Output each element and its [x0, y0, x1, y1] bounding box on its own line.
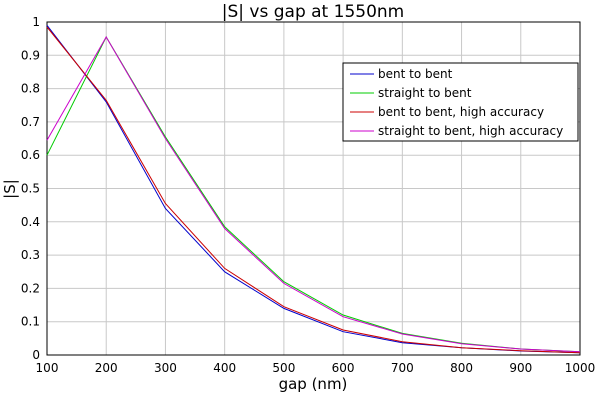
tick-labels: 100 200 300 400 500 600 700 800 900 1000 0 0.1 0.2 0.… — [21, 15, 595, 375]
y-tick-label: 0.5 — [21, 182, 40, 196]
x-tick-label: 900 — [509, 361, 532, 375]
series-line-4 — [46, 36, 581, 353]
legend-label: bent to bent, high accuracy — [378, 105, 544, 119]
x-tick-label: 800 — [450, 361, 473, 375]
series-layer — [46, 24, 581, 354]
legend-box — [342, 62, 579, 142]
legend-label: straight to bent, high accuracy — [378, 124, 563, 138]
y-tick-label: 0.2 — [21, 281, 40, 295]
legend: bent to bent straight to bent bent to bent… — [342, 62, 579, 142]
y-tick-label: 0.9 — [21, 48, 40, 62]
x-tick-label: 700 — [391, 361, 414, 375]
y-tick-label: 0.8 — [21, 82, 40, 96]
y-tick-label: 1 — [32, 15, 40, 29]
x-tick-label: 600 — [332, 361, 355, 375]
x-tick-label: 300 — [154, 361, 177, 375]
x-axis-label: gap (nm) — [279, 375, 348, 393]
x-tick-label: 400 — [213, 361, 236, 375]
legend-label: bent to bent — [378, 67, 453, 81]
x-tick-label: 200 — [95, 361, 118, 375]
x-tick-label: 100 — [36, 361, 59, 375]
y-axis-label: |S| — [1, 179, 19, 199]
x-tick-label: 1000 — [565, 361, 596, 375]
y-tick-label: 0.4 — [21, 215, 40, 229]
chart-title: |S| vs gap at 1550nm — [222, 2, 404, 22]
y-tick-label: 0.7 — [21, 115, 40, 129]
series-line-3 — [46, 26, 581, 354]
x-tick-label: 500 — [272, 361, 295, 375]
y-tick-label: 0.1 — [21, 315, 40, 329]
y-tick-label: 0 — [32, 348, 40, 362]
legend-label: straight to bent — [378, 86, 472, 100]
y-tick-label: 0.6 — [21, 148, 40, 162]
y-tick-label: 0.3 — [21, 248, 40, 262]
plot-frame — [46, 21, 581, 356]
